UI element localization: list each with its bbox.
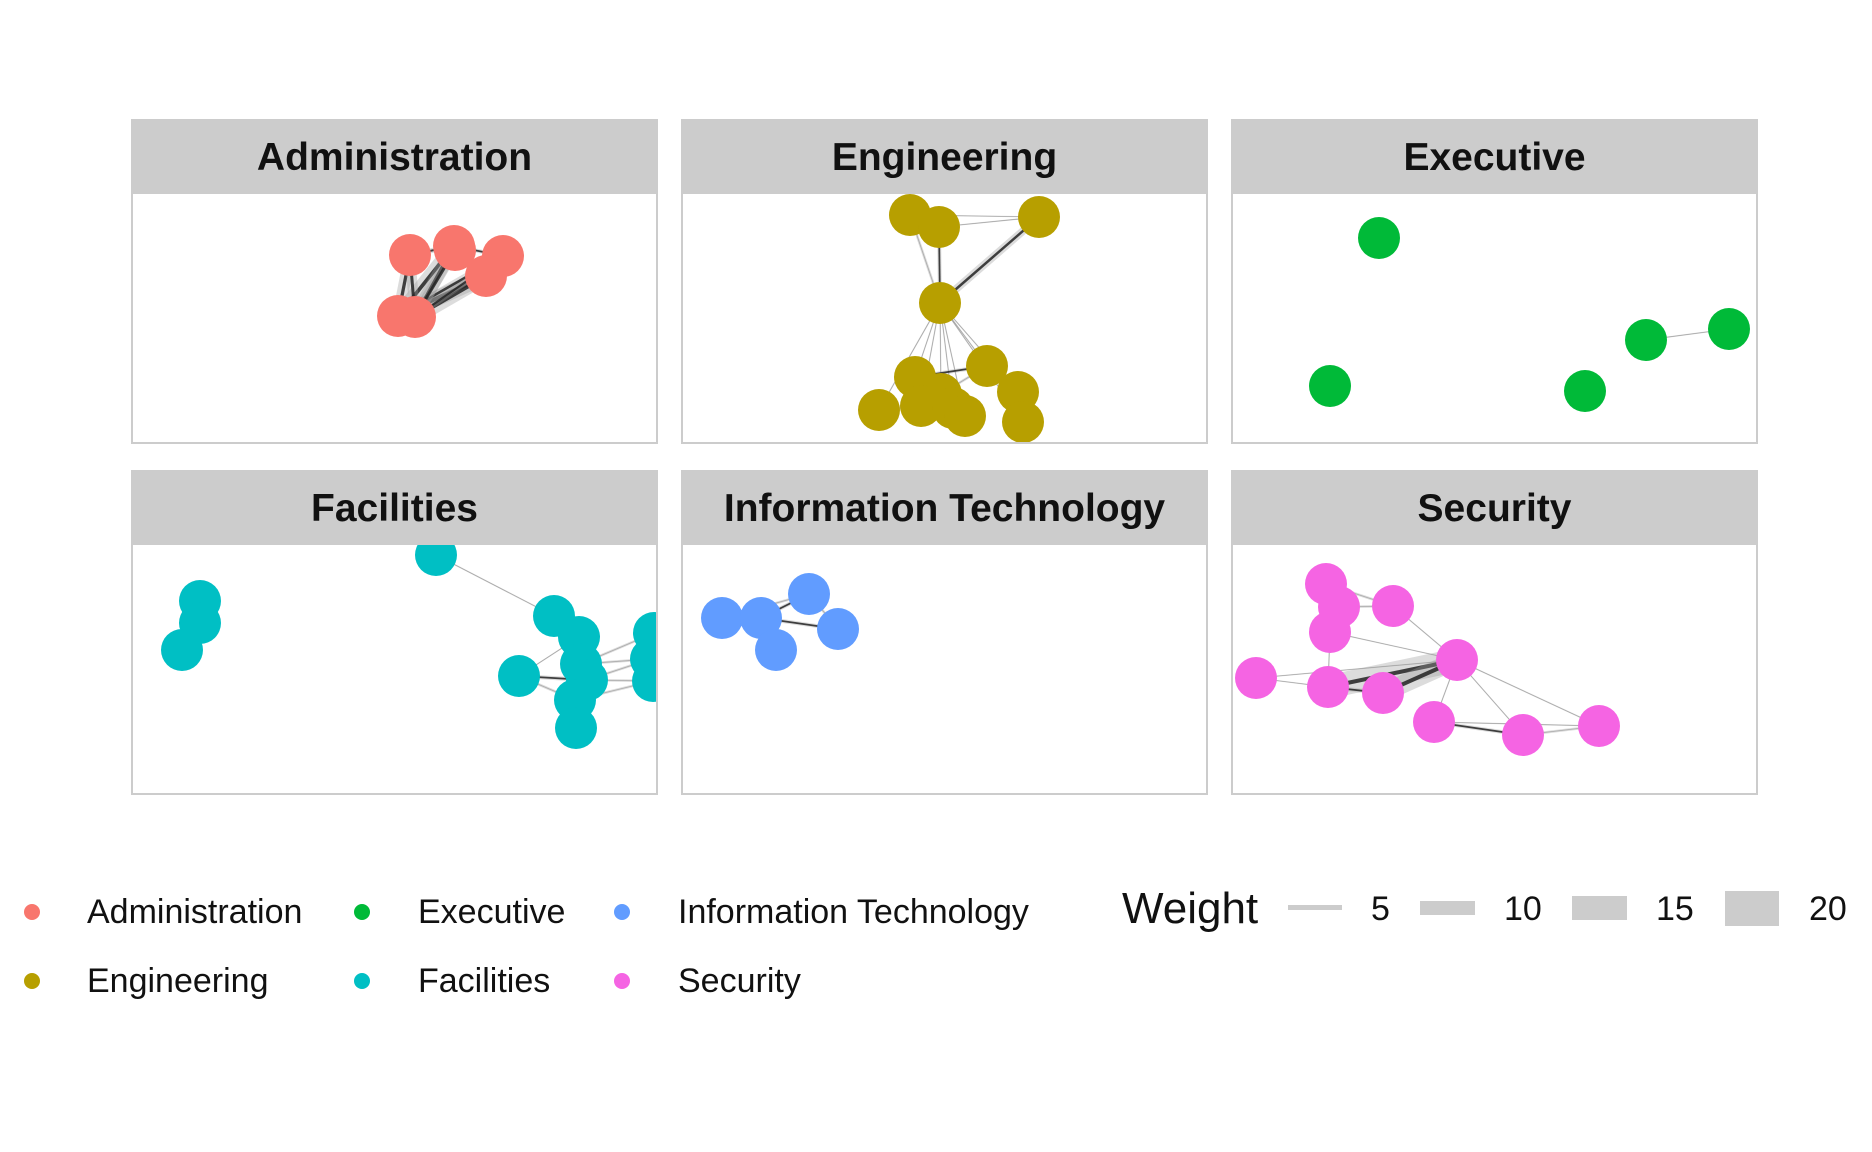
network-node xyxy=(1307,666,1349,708)
legend-dot xyxy=(24,904,40,920)
panel-title: Facilities xyxy=(133,472,656,545)
network-svg xyxy=(161,545,656,749)
legend-label: Administration xyxy=(87,893,303,931)
network-node xyxy=(1309,611,1351,653)
weight-label: 5 xyxy=(1371,890,1390,928)
weight-label: 15 xyxy=(1656,890,1694,928)
panel-title: Executive xyxy=(1233,121,1756,194)
network-plot xyxy=(1233,545,1756,793)
network-svg xyxy=(1309,217,1750,412)
network-node xyxy=(1708,308,1750,350)
network-node xyxy=(498,655,540,697)
panel-title: Information Technology xyxy=(683,472,1206,545)
legend-dot xyxy=(24,973,40,989)
network-svg xyxy=(858,194,1060,442)
legend-label: Information Technology xyxy=(678,893,1029,931)
network-node xyxy=(1564,370,1606,412)
network-edge xyxy=(939,216,1040,304)
network-node xyxy=(389,234,431,276)
network-plot xyxy=(133,194,656,442)
network-node xyxy=(755,629,797,671)
network-svg xyxy=(701,573,859,671)
network-plot xyxy=(683,194,1206,442)
network-edge xyxy=(1456,659,1600,727)
weight-key-20 xyxy=(1725,891,1779,926)
weight-key-5 xyxy=(1288,905,1342,910)
network-edge xyxy=(435,554,555,617)
network-node xyxy=(1309,365,1351,407)
network-node xyxy=(740,597,782,639)
legend-dot xyxy=(354,904,370,920)
network-edge xyxy=(1327,658,1458,689)
network-edge xyxy=(1329,631,1458,661)
network-plot xyxy=(1233,194,1756,442)
legend-dot xyxy=(614,973,630,989)
network-edge xyxy=(1255,659,1458,679)
network-node xyxy=(900,385,942,427)
network-svg xyxy=(1235,563,1620,756)
panel-title: Engineering xyxy=(683,121,1206,194)
network-node xyxy=(918,206,960,248)
network-svg xyxy=(377,225,524,338)
network-node xyxy=(966,345,1008,387)
network-node xyxy=(1413,701,1455,743)
network-node xyxy=(1358,217,1400,259)
network-node xyxy=(817,608,859,650)
network-node xyxy=(1002,401,1044,442)
network-node xyxy=(1625,319,1667,361)
network-node xyxy=(632,660,656,702)
network-node xyxy=(465,255,507,297)
network-node xyxy=(1235,657,1277,699)
weight-key-15 xyxy=(1572,896,1627,920)
weight-key-10 xyxy=(1420,901,1475,915)
panel-administration: Administration xyxy=(131,119,658,444)
panel-title: Security xyxy=(1233,472,1756,545)
network-node xyxy=(1372,585,1414,627)
network-node xyxy=(1436,639,1478,681)
panel-facilities: Facilities xyxy=(131,470,658,795)
legend-label: Engineering xyxy=(87,962,269,1000)
panel-security: Security xyxy=(1231,470,1758,795)
network-node xyxy=(701,597,743,639)
network-node xyxy=(1362,672,1404,714)
panel-engineering: Engineering xyxy=(681,119,1208,444)
legend-label: Facilities xyxy=(418,962,551,1000)
network-node xyxy=(1578,705,1620,747)
legend-dot xyxy=(614,904,630,920)
weight-label: 20 xyxy=(1809,890,1847,928)
network-node xyxy=(919,282,961,324)
weight-label: 10 xyxy=(1504,890,1542,928)
panel-title: Administration xyxy=(133,121,656,194)
network-node xyxy=(858,389,900,431)
legend-dot xyxy=(354,973,370,989)
network-node xyxy=(415,545,457,576)
network-plot xyxy=(683,545,1206,793)
network-node xyxy=(434,229,476,271)
network-node xyxy=(1502,714,1544,756)
legend-label: Security xyxy=(678,962,801,1000)
network-node xyxy=(944,395,986,437)
network-node xyxy=(161,629,203,671)
panel-executive: Executive xyxy=(1231,119,1758,444)
network-node xyxy=(1018,196,1060,238)
panel-information-technology: Information Technology xyxy=(681,470,1208,795)
network-node xyxy=(394,296,436,338)
network-node xyxy=(788,573,830,615)
network-plot xyxy=(133,545,656,793)
weight-legend-title: Weight xyxy=(1122,884,1259,933)
legend-label: Executive xyxy=(418,893,566,931)
network-node xyxy=(555,707,597,749)
